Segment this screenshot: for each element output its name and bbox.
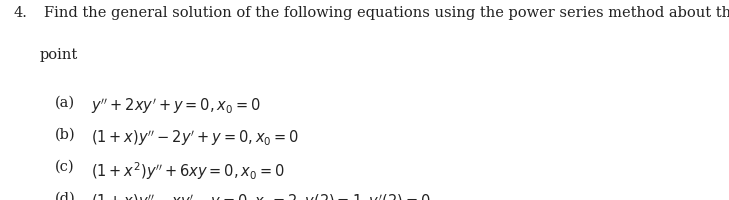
Text: (c): (c) (55, 160, 74, 174)
Text: 4.: 4. (13, 6, 27, 20)
Text: (d): (d) (55, 192, 75, 200)
Text: $(1+x)y'' - 2y' + y = 0, x_0 = 0$: $(1+x)y'' - 2y' + y = 0, x_0 = 0$ (91, 128, 299, 148)
Text: $(1+x)y'' - xy' - y = 0, x_0 = 2, y(2) = 1, y'(2) = 0$: $(1+x)y'' - xy' - y = 0, x_0 = 2, y(2) =… (91, 192, 431, 200)
Text: $y'' + 2xy' + y = 0, x_0 = 0$: $y'' + 2xy' + y = 0, x_0 = 0$ (91, 96, 261, 116)
Text: (b): (b) (55, 128, 75, 142)
Text: $(1+x^2)y'' + 6xy = 0, x_0 = 0$: $(1+x^2)y'' + 6xy = 0, x_0 = 0$ (91, 160, 285, 182)
Text: (a): (a) (55, 96, 75, 110)
Text: point: point (40, 48, 78, 62)
Text: Find the general solution of the following equations using the power series meth: Find the general solution of the followi… (44, 6, 729, 20)
